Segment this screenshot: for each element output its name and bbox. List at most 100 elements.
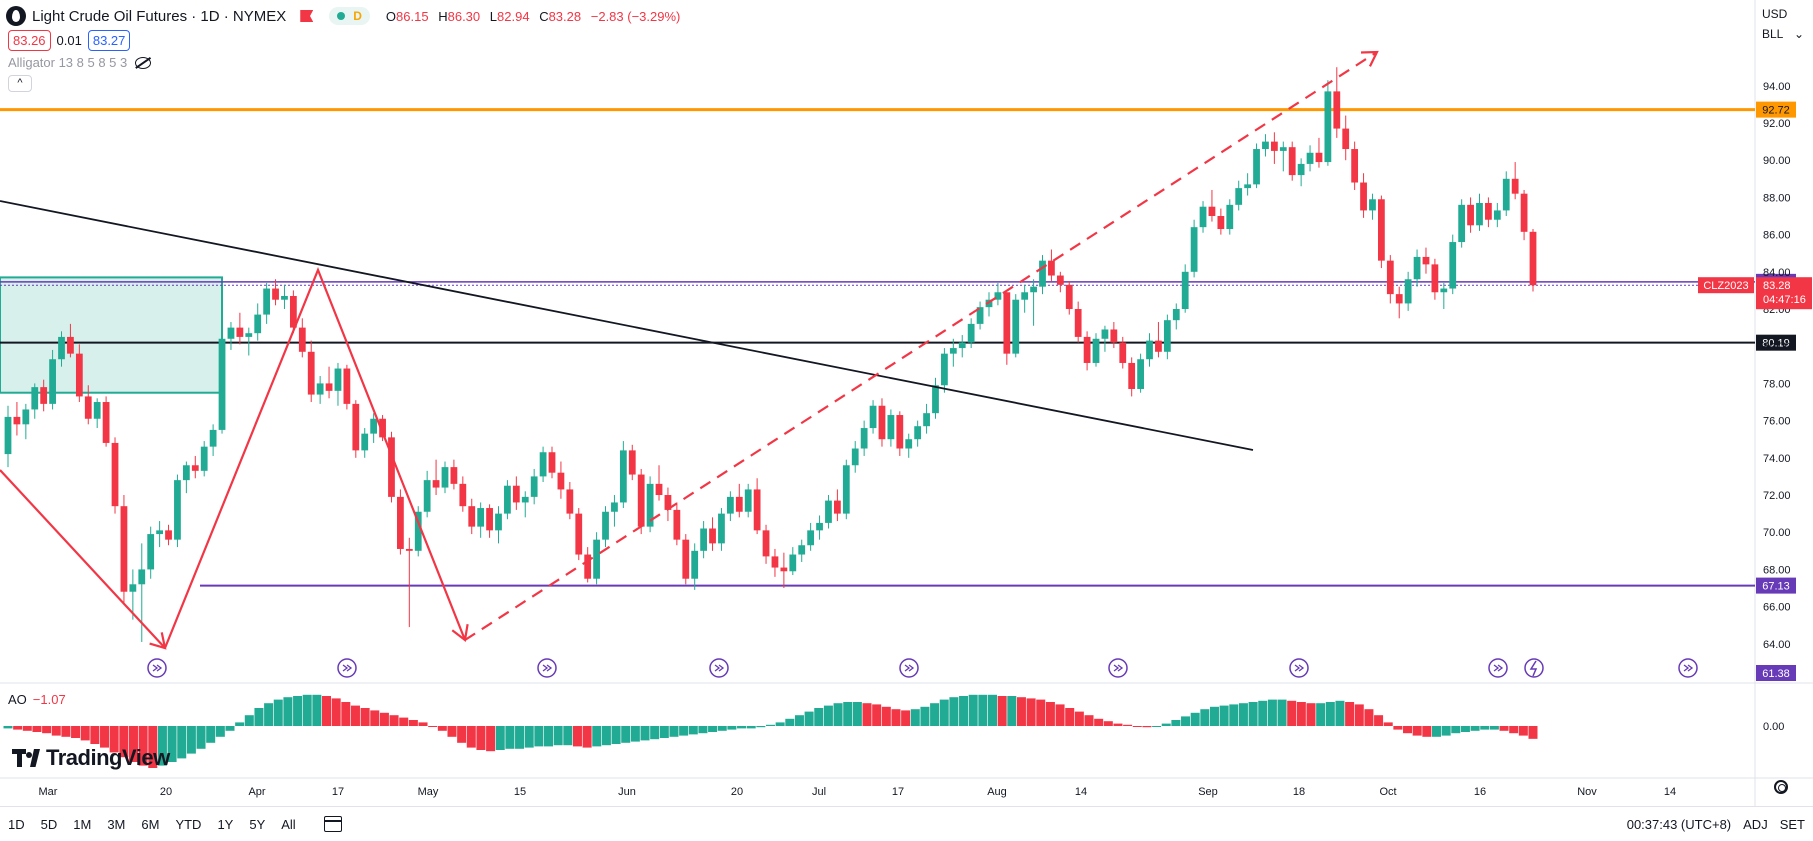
candle-body: [842, 465, 850, 514]
ao-bar: [1460, 726, 1470, 732]
candle-body: [361, 433, 369, 451]
ao-bar: [1345, 702, 1355, 726]
event-marker-glyph: [1493, 664, 1504, 672]
ao-histogram-group: [3, 694, 1538, 768]
y-tick-label-0: 94.00: [1763, 81, 1791, 93]
ao-bar: [1470, 726, 1480, 731]
candle-body: [13, 416, 21, 425]
ao-bar: [312, 694, 322, 726]
bid-price[interactable]: 83.26: [8, 30, 51, 51]
symbol-title[interactable]: Light Crude Oil Futures · 1D · NYMEX: [32, 7, 287, 25]
ao-bar: [206, 726, 216, 743]
candle-body: [93, 402, 101, 419]
ao-bar: [1528, 726, 1538, 739]
gear-icon[interactable]: [1774, 780, 1788, 794]
clock-readout[interactable]: 00:37:43 (UTC+8): [1626, 817, 1732, 832]
y-tick-label-3: 88.00: [1763, 192, 1791, 204]
ao-bar: [823, 705, 833, 726]
ao-bar: [1316, 703, 1326, 726]
ao-bar: [42, 726, 52, 734]
candle-body: [1288, 147, 1296, 176]
candle-body: [735, 496, 743, 512]
ao-bar: [553, 726, 563, 746]
range-5d[interactable]: 5D: [40, 816, 58, 832]
price-chart-svg[interactable]: 92.7283.4680.1967.1394.0092.0090.0088.00…: [0, 0, 1813, 806]
ask-price[interactable]: 83.27: [87, 30, 131, 51]
range-1d[interactable]: 1D: [8, 816, 25, 832]
ao-bar: [997, 696, 1007, 726]
level-label-2: 80.19: [1762, 338, 1790, 350]
range-3m[interactable]: 3M: [107, 816, 126, 832]
ao-title[interactable]: AO: [8, 692, 27, 707]
range-1y[interactable]: 1Y: [217, 816, 234, 832]
candle-body: [40, 387, 48, 404]
y-tick-label-5: 84.00: [1763, 267, 1791, 279]
ao-bar: [138, 726, 148, 766]
candle-body: [521, 496, 529, 503]
range-all[interactable]: All: [281, 816, 296, 832]
candle-body: [914, 426, 922, 440]
candle-body: [245, 333, 253, 337]
tradingview-logo[interactable]: TradingView: [12, 745, 170, 771]
currency-select[interactable]: USD: [1758, 4, 1808, 24]
x-tick-label-1: 20: [160, 786, 172, 798]
y-tick-label-11: 72.00: [1763, 490, 1791, 502]
ao-bar: [785, 718, 795, 726]
ao-bar: [891, 709, 901, 726]
candle-body: [1262, 141, 1269, 150]
ao-bar: [698, 726, 708, 734]
ohlc-values: O86.15 H86.30 L82.94 C83.28 −2.83 (−3.29…: [386, 9, 686, 24]
hidden-eye-icon[interactable]: [135, 56, 152, 69]
candle-body: [744, 489, 752, 512]
ao-bar: [1287, 700, 1297, 726]
candle-body: [593, 539, 600, 579]
range-ytd[interactable]: YTD: [175, 816, 202, 832]
session-toggle[interactable]: SET: [1779, 817, 1805, 832]
candle-body: [967, 323, 975, 343]
event-marker-glyph: [1113, 664, 1124, 672]
candle-body: [1333, 91, 1341, 129]
candle-body: [958, 342, 966, 349]
candle-body: [628, 450, 636, 475]
calendar-icon[interactable]: [323, 816, 342, 832]
x-tick-label-9: 17: [892, 786, 904, 798]
x-tick-label-3: 17: [332, 786, 344, 798]
ao-bar: [1422, 726, 1432, 737]
flag-icon[interactable]: [300, 10, 314, 22]
candle-body: [138, 569, 146, 585]
collapse-legend-button[interactable]: ^: [8, 75, 32, 92]
ao-bar: [910, 709, 920, 726]
lightning-glyph: [1529, 660, 1538, 677]
ao-bar: [582, 726, 592, 748]
market-status-pill[interactable]: D: [329, 7, 370, 25]
ao-bar: [283, 697, 293, 726]
ao-bar: [1065, 708, 1075, 726]
candle-body: [1431, 264, 1439, 293]
ao-bar: [650, 726, 660, 740]
candle-body: [887, 415, 895, 440]
event-marker-glyph: [542, 664, 553, 672]
ao-bar: [1489, 726, 1499, 730]
ao-bar: [1171, 720, 1181, 726]
ao-bar: [90, 726, 100, 744]
candle-body: [1146, 340, 1153, 360]
range-5y[interactable]: 5Y: [249, 816, 266, 832]
ao-bar: [273, 699, 283, 726]
ao-bar: [1209, 706, 1219, 726]
time-range-toolbar: 1D 5D 1M 3M 6M YTD 1Y 5Y All 00:37:43 (U…: [0, 806, 1813, 841]
candle-body: [1039, 260, 1046, 287]
adj-toggle[interactable]: ADJ: [1743, 817, 1768, 832]
candle-body: [718, 513, 725, 544]
candles-group: [4, 67, 1537, 642]
level-label-bg-0: [1756, 101, 1796, 118]
countdown-label: 04:47:16: [1763, 294, 1806, 306]
symbol-legend: Light Crude Oil Futures · 1D · NYMEX D O…: [6, 6, 686, 26]
candle-body: [1467, 204, 1474, 226]
unit-select[interactable]: BLL ⌄: [1758, 24, 1808, 44]
range-6m[interactable]: 6M: [141, 816, 160, 832]
range-1m[interactable]: 1M: [73, 816, 92, 832]
candle-body: [1449, 242, 1457, 289]
alligator-label[interactable]: Alligator 13 8 5 8 5 3: [8, 55, 128, 70]
ao-bar: [1016, 697, 1026, 726]
